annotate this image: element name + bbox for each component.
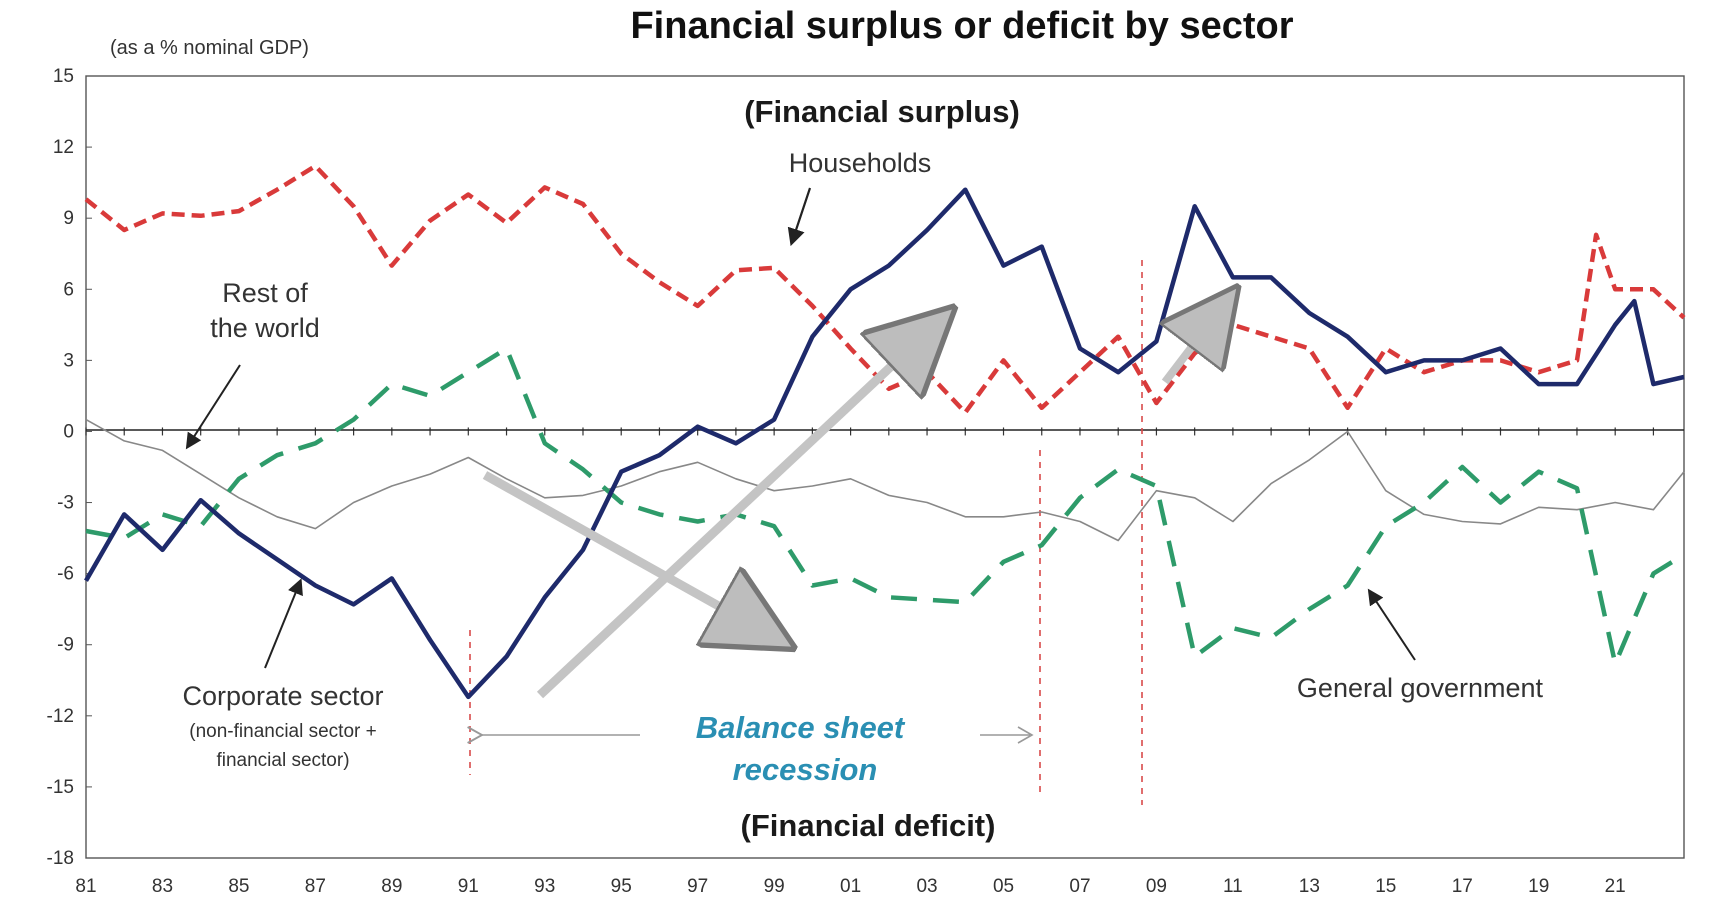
y-tick-label: 3	[63, 350, 74, 371]
x-tick-label: 13	[1299, 876, 1320, 897]
x-tick-label: 93	[534, 876, 555, 897]
x-tick-label: 99	[764, 876, 785, 897]
x-tick-label: 01	[840, 876, 861, 897]
x-tick-label: 15	[1375, 876, 1396, 897]
x-tick-label: 21	[1605, 876, 1626, 897]
y-axis-label: (as a % nominal GDP)	[110, 37, 309, 59]
y-tick-label: -15	[47, 777, 74, 798]
y-tick-label: -6	[57, 564, 74, 585]
deleveraging-arrow	[482, 471, 765, 632]
rest-of-world-label-1: Rest of	[222, 278, 308, 308]
corporate-label-1: Corporate sector	[182, 681, 383, 711]
x-tick-label: 83	[152, 876, 173, 897]
x-tick-label: 95	[611, 876, 632, 897]
bsr-right-arrowhead	[1017, 726, 1034, 744]
rest-of-world-label-2: the world	[210, 313, 320, 343]
government-pointer	[1367, 588, 1416, 661]
surplus-label: (Financial surplus)	[744, 94, 1020, 129]
x-tick-label: 19	[1528, 876, 1549, 897]
rest-of-world-pointer	[185, 364, 241, 450]
x-tick-label: 17	[1452, 876, 1473, 897]
x-tick-label: 97	[687, 876, 708, 897]
y-tick-label: -18	[47, 848, 74, 869]
series-layer	[84, 163, 1686, 700]
x-tick-label: 91	[458, 876, 479, 897]
deficit-label: (Financial deficit)	[741, 808, 996, 843]
y-tick-label: 0	[63, 421, 74, 442]
households-label: Households	[789, 148, 932, 178]
series-line-rest-of-the-world	[85, 418, 1685, 542]
series-line-general-government	[85, 346, 1686, 666]
x-tick-label: 85	[228, 876, 249, 897]
series-line-corporate-sector	[84, 187, 1685, 700]
y-tick-label: 15	[53, 66, 74, 87]
y-axis: 15 12 9 6 3 0 -3 -6 -9 -12 -15 -18	[47, 66, 92, 869]
y-tick-label: -3	[57, 493, 74, 514]
recovery-arrow	[536, 330, 930, 699]
x-axis: 81 83 85 87 89 91 93 95 97 99 01 03 05 07 09 11 13 15 17 19…	[75, 427, 1655, 897]
corporate-pointer	[264, 578, 303, 669]
y-tick-label: 6	[63, 279, 74, 300]
plot-frame	[85, 75, 1685, 859]
y-tick-label: 9	[63, 208, 74, 229]
y-tick-label: -9	[57, 635, 74, 656]
x-tick-label: 87	[305, 876, 326, 897]
y-tick-label: 12	[53, 137, 74, 158]
post-gfc-arrow	[1165, 310, 1220, 385]
x-tick-label: 89	[381, 876, 402, 897]
x-tick-label: 09	[1146, 876, 1167, 897]
bsr-label-2: recession	[733, 752, 878, 787]
x-tick-label: 81	[75, 876, 96, 897]
chart-title: Financial surplus or deficit by sector	[630, 5, 1293, 47]
bsr-label-1: Balance sheet	[696, 710, 906, 745]
households-pointer	[787, 187, 812, 247]
x-tick-label: 07	[1069, 876, 1090, 897]
corporate-label-3: financial sector)	[216, 750, 349, 771]
y-tick-label: -12	[47, 706, 74, 727]
x-tick-label: 11	[1223, 876, 1243, 897]
corporate-label-2: (non-financial sector +	[189, 721, 376, 742]
x-tick-label: 03	[916, 876, 937, 897]
x-tick-label: 05	[993, 876, 1014, 897]
government-label: General government	[1297, 673, 1544, 703]
